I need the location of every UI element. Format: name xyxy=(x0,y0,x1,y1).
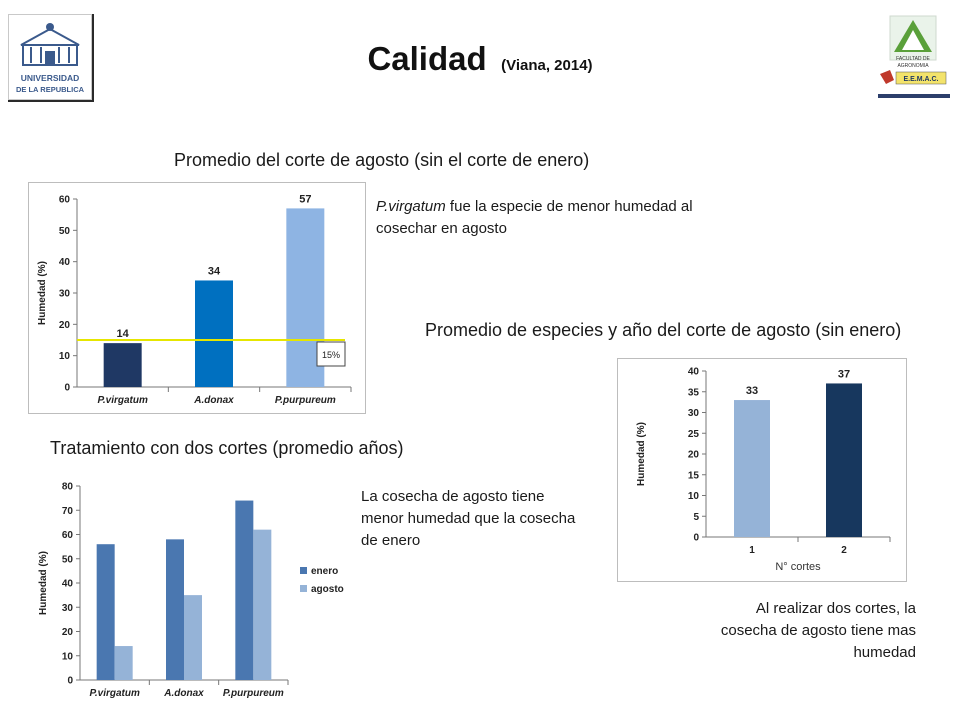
fagro-logo-line2: AGRONOMIA xyxy=(897,63,929,69)
building-icon: UNIVERSIDAD DE LA REPUBLICA xyxy=(16,23,85,94)
note-1-species: P.virgatum xyxy=(376,198,446,215)
chart3-legend-label: enero xyxy=(311,566,338,577)
chart3-legend-label: agosto xyxy=(311,584,344,595)
udelar-logo: UNIVERSIDAD DE LA REPUBLICA xyxy=(8,14,92,100)
chart3-category-label: A.donax xyxy=(163,688,204,699)
chart2-ytick-label: 0 xyxy=(693,533,699,544)
title-subtitle: (Viana, 2014) xyxy=(501,57,593,74)
chart2-category-label: 2 xyxy=(841,545,847,556)
chart2-bar xyxy=(826,383,862,537)
chart3-bar xyxy=(166,539,184,680)
chart3-ytick-label: 50 xyxy=(62,554,74,565)
chart3-ytick-label: 70 xyxy=(62,506,74,517)
logo-right-frame-bottom xyxy=(878,92,950,98)
title-main: Calidad xyxy=(367,40,487,77)
chart3-ytick-label: 0 xyxy=(67,676,73,687)
chart2-category-label: 1 xyxy=(749,545,755,556)
chart2-bar xyxy=(734,400,770,537)
chart3-ytick-label: 40 xyxy=(62,579,74,590)
chart1-category-label: P.purpureum xyxy=(275,395,336,406)
chart1-reference-label: 15% xyxy=(322,350,340,360)
chart1-frame: Humedad (%) 0 10 20 30 40 50 60 14 P.virgatum 34 A.… xyxy=(28,182,366,414)
chart1-data-label: 14 xyxy=(117,328,130,340)
chart1-bar xyxy=(103,343,142,387)
chart2-data-label: 37 xyxy=(838,368,850,380)
fagro-logo-line3: E.E.M.A.C. xyxy=(903,76,938,83)
chart1-ytick-label: 30 xyxy=(59,289,71,300)
heading-chart2: Promedio de especies y año del corte de … xyxy=(425,320,902,340)
chart3-frame: Humedad (%) 0 10 20 30 40 50 60 70 80 P.virgatum A.… xyxy=(30,474,356,710)
chart2-ytick-label: 5 xyxy=(693,512,699,523)
chart3-bar xyxy=(114,646,133,680)
chart1-category-label: P.virgatum xyxy=(97,395,147,406)
chart3-bar xyxy=(235,500,254,680)
chart1-ytick-label: 60 xyxy=(59,195,71,206)
chart1-category-label: A.donax xyxy=(193,395,234,406)
note-1-text: fue la especie de menor humedad al cosec… xyxy=(376,198,693,237)
heading-chart3: Tratamiento con dos cortes (promedio año… xyxy=(50,438,404,458)
chart1-ytick-label: 50 xyxy=(59,226,71,237)
chart2-ytick-label: 15 xyxy=(688,470,700,481)
chart3-ytick-label: 60 xyxy=(62,530,74,541)
chart2-ytick-label: 10 xyxy=(688,491,700,502)
chart1-ylabel: Humedad (%) xyxy=(37,261,48,325)
udelar-logo-line1: UNIVERSIDAD xyxy=(21,73,80,83)
note-3: Al realizar dos cortes, la cosecha de ag… xyxy=(720,600,916,661)
chart2-ytick-label: 40 xyxy=(688,367,700,378)
chart3-category-label: P.virgatum xyxy=(89,688,139,699)
chart3-category-label: P.purpureum xyxy=(223,688,284,699)
chart1-ytick-label: 20 xyxy=(59,320,71,331)
chart3-bar xyxy=(253,529,272,680)
udelar-logo-line2: DE LA REPUBLICA xyxy=(16,85,85,94)
chart2-ytick-label: 20 xyxy=(688,450,700,461)
page-title: Calidad (Viana, 2014) xyxy=(0,40,960,78)
chart2-ylabel: Humedad (%) xyxy=(636,422,647,486)
note-2: La cosecha de agosto tiene menor humedad… xyxy=(361,488,576,549)
chart1-bar xyxy=(195,280,233,387)
chart3-ylabel: Humedad (%) xyxy=(38,551,49,615)
chart3-ytick-label: 10 xyxy=(62,651,74,662)
chart1-ytick-label: 0 xyxy=(64,383,70,394)
chart2-data-label: 33 xyxy=(746,385,758,397)
fagro-logo-line1: FACULTAD DE xyxy=(896,56,930,62)
chart1-reference-box xyxy=(316,341,346,367)
chart3-legend-swatch xyxy=(300,585,307,592)
fagro-logo: FACULTAD DE AGRONOMIA E.E.M.A.C. xyxy=(878,14,950,94)
chart1-ytick-label: 10 xyxy=(59,351,71,362)
chart3-bar xyxy=(96,544,115,680)
chart1-ytick-label: 40 xyxy=(59,257,71,268)
chart1-data-label: 34 xyxy=(208,265,221,277)
chart2-ytick-label: 25 xyxy=(688,429,700,440)
chart1-data-label: 57 xyxy=(299,193,311,205)
chart2-ytick-label: 30 xyxy=(688,408,700,419)
chart1: Humedad (%) 0 10 20 30 40 50 60 14 P.virgatum 34 A.… xyxy=(37,193,352,406)
fagro-logo-icon: FACULTAD DE AGRONOMIA E.E.M.A.C. xyxy=(880,15,947,85)
chart2: Humedad (%) 0 5 10 15 20 25 30 35 40 33 1 37 2 N° cort… xyxy=(636,367,891,573)
chart3-legend-swatch xyxy=(300,567,307,574)
chart3-ytick-label: 80 xyxy=(62,482,74,493)
chart2-frame: Humedad (%) 0 5 10 15 20 25 30 35 40 33 1 37 2 N° cort… xyxy=(617,358,907,582)
chart2-ytick-label: 35 xyxy=(688,387,700,398)
chart3-ytick-label: 20 xyxy=(62,627,74,638)
heading-chart1: Promedio del corte de agosto (sin el cor… xyxy=(174,150,590,170)
note-1: P.virgatum fue la especie de menor humed… xyxy=(376,196,756,240)
chart2-xlabel: N° cortes xyxy=(775,561,821,573)
chart3-ytick-label: 30 xyxy=(62,603,74,614)
chart3-bar xyxy=(184,595,202,680)
chart3: Humedad (%) 0 10 20 30 40 50 60 70 80 P.virgatum A.… xyxy=(38,482,344,700)
